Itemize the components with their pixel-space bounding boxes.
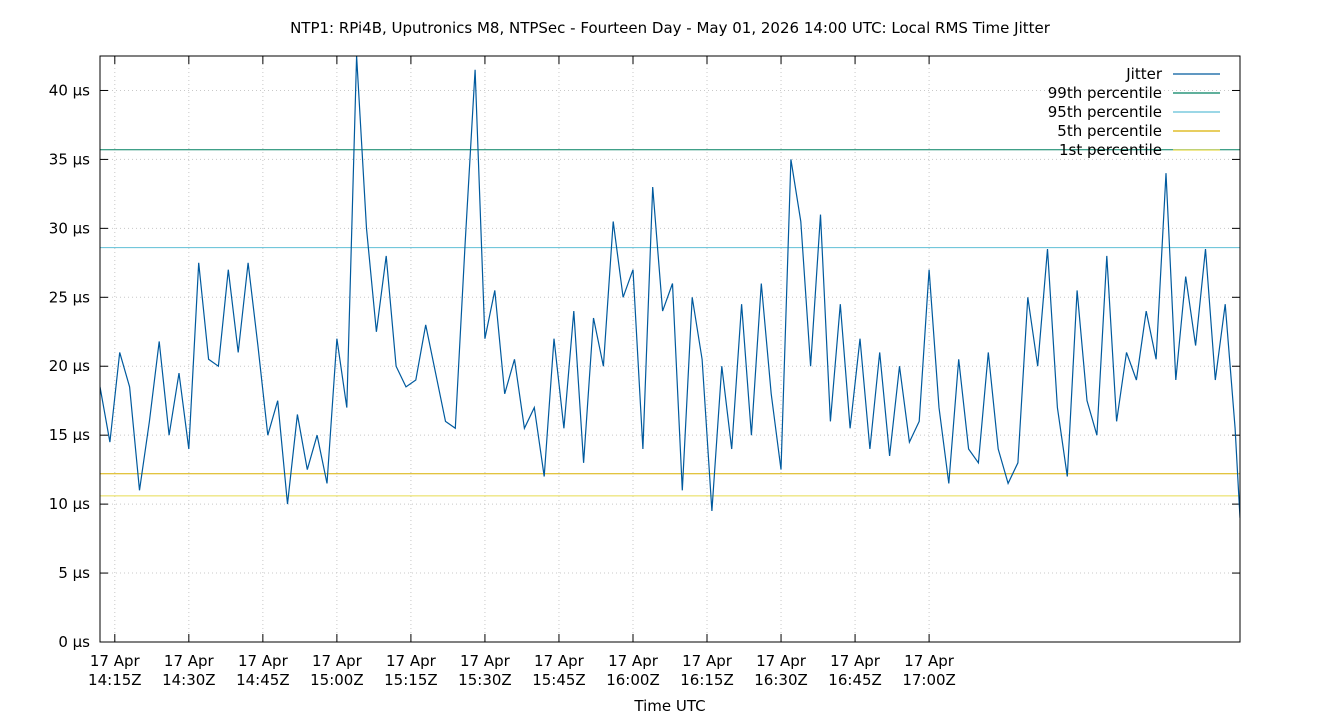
x-tick-time-label: 16:15Z [680, 671, 734, 689]
x-tick-date-label: 17 Apr [830, 652, 881, 670]
x-tick-time-label: 16:30Z [754, 671, 808, 689]
x-tick-time-label: 15:30Z [458, 671, 512, 689]
x-tick-date-label: 17 Apr [238, 652, 289, 670]
y-tick-label: 30 µs [49, 219, 90, 237]
y-tick-label: 35 µs [49, 150, 90, 168]
legend-label: 1st percentile [1059, 141, 1162, 159]
plot-frame [99, 55, 1241, 643]
x-tick-time-label: 16:45Z [828, 671, 882, 689]
y-tick-label: 40 µs [49, 81, 90, 99]
x-tick-date-label: 17 Apr [312, 652, 363, 670]
y-tick-label: 20 µs [49, 357, 90, 375]
x-tick-time-label: 14:30Z [162, 671, 216, 689]
jitter-series-line [100, 56, 1240, 518]
x-tick-date-label: 17 Apr [90, 652, 141, 670]
x-tick-time-label: 14:45Z [236, 671, 290, 689]
legend-label: 5th percentile [1057, 122, 1162, 140]
x-tick-date-label: 17 Apr [756, 652, 807, 670]
y-tick-label: 5 µs [58, 564, 90, 582]
x-tick-date-label: 17 Apr [534, 652, 585, 670]
x-tick-time-label: 15:45Z [532, 671, 586, 689]
x-tick-time-label: 14:15Z [88, 671, 142, 689]
legend-label: 99th percentile [1048, 84, 1162, 102]
y-tick-label: 15 µs [49, 426, 90, 444]
y-tick-label: 0 µs [58, 633, 90, 651]
legend-label: 95th percentile [1048, 103, 1162, 121]
x-tick-time-label: 15:15Z [384, 671, 438, 689]
x-tick-time-label: 15:00Z [310, 671, 364, 689]
x-axis-label: Time UTC [634, 697, 706, 715]
legend-label: Jitter [1125, 65, 1163, 83]
y-tick-label: 10 µs [49, 495, 90, 513]
x-tick-date-label: 17 Apr [608, 652, 659, 670]
y-tick-label: 25 µs [49, 288, 90, 306]
x-tick-date-label: 17 Apr [386, 652, 437, 670]
x-tick-date-label: 17 Apr [460, 652, 511, 670]
x-tick-date-label: 17 Apr [682, 652, 733, 670]
x-tick-date-label: 17 Apr [904, 652, 955, 670]
chart-title: NTP1: RPi4B, Uputronics M8, NTPSec - Fou… [290, 19, 1050, 37]
x-tick-date-label: 17 Apr [164, 652, 215, 670]
x-tick-time-label: 16:00Z [606, 671, 660, 689]
x-tick-time-label: 17:00Z [902, 671, 956, 689]
